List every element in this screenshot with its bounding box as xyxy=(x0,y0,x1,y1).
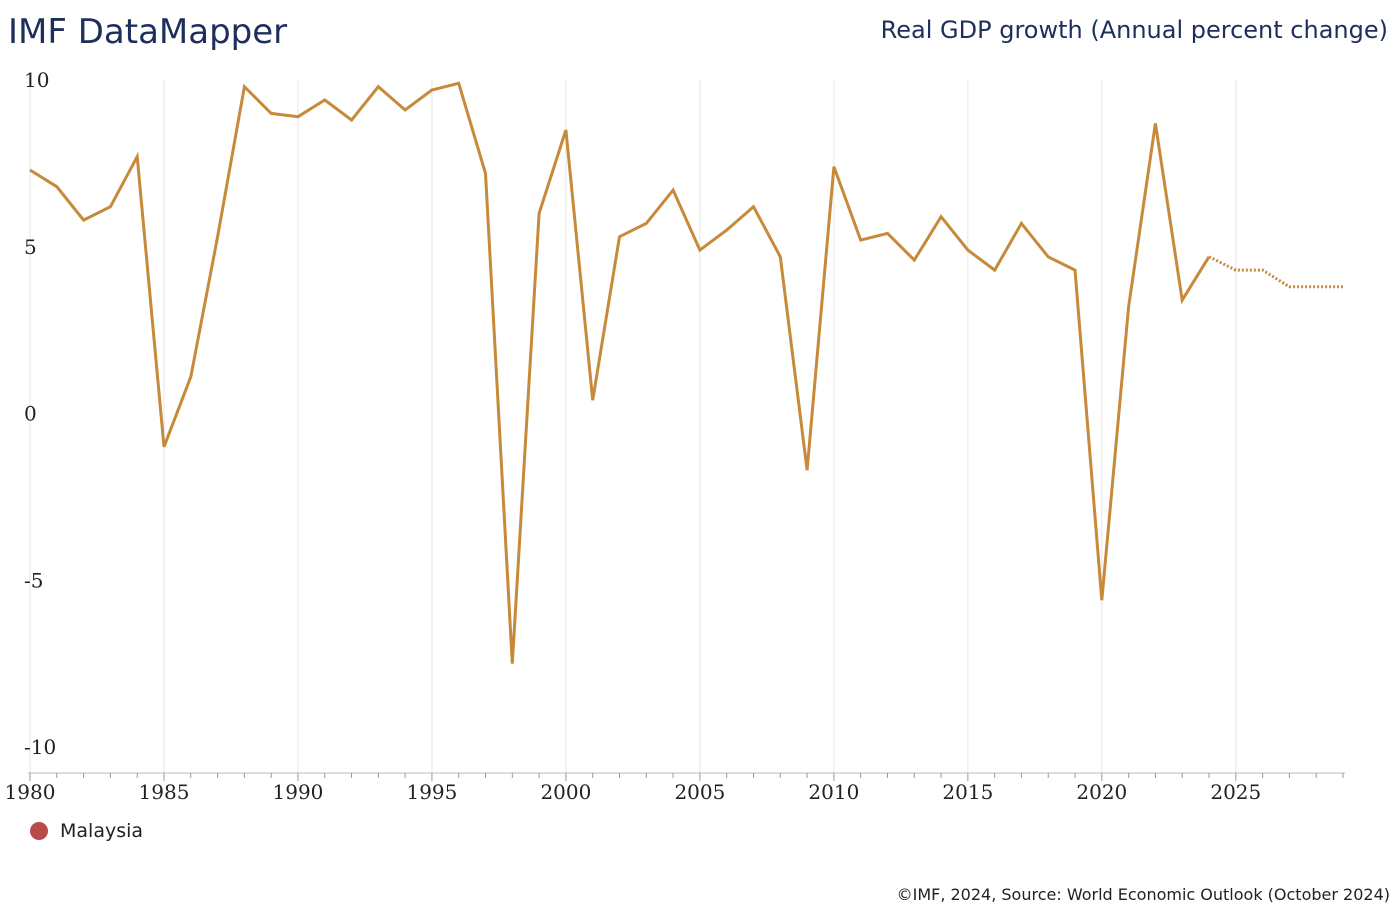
chart-x-axis xyxy=(28,772,1345,781)
x-tick-label-2010: 2010 xyxy=(808,780,859,804)
x-tick-label-1990: 1990 xyxy=(273,780,324,804)
x-tick-label-1995: 1995 xyxy=(406,780,457,804)
y-tick-label--10: -10 xyxy=(24,735,56,759)
series-line-malaysia-actual[interactable] xyxy=(29,81,1211,664)
chart-series-lines xyxy=(29,81,1343,664)
app-brand-title: IMF DataMapper xyxy=(8,12,288,52)
chart-y-axis: 10 5 0 -5 -10 xyxy=(24,68,56,759)
x-tick-label-2025: 2025 xyxy=(1210,780,1261,804)
x-tick-label-2005: 2005 xyxy=(674,780,725,804)
x-tick-label-2020: 2020 xyxy=(1076,780,1127,804)
chart-legend: Malaysia xyxy=(30,818,143,844)
x-tick-label-2000: 2000 xyxy=(540,780,591,804)
x-tick-label-2015: 2015 xyxy=(942,780,993,804)
series-line-malaysia-projection[interactable] xyxy=(1208,255,1343,289)
y-tick-label-5: 5 xyxy=(24,235,37,259)
chart-grid xyxy=(29,80,1237,773)
indicator-title: Real GDP growth (Annual percent change) xyxy=(880,16,1388,44)
chart-x-tick-labels: 1980 1985 1990 1995 2000 2005 2010 2015 2020 2025 xyxy=(5,780,1262,804)
source-attribution: ©IMF, 2024, Source: World Economic Outlo… xyxy=(896,885,1390,904)
x-tick-label-1980: 1980 xyxy=(5,780,56,804)
legend-label-malaysia[interactable]: Malaysia xyxy=(60,820,144,842)
y-tick-label-0: 0 xyxy=(24,402,37,426)
x-tick-label-1985: 1985 xyxy=(139,780,190,804)
y-tick-label-10: 10 xyxy=(24,68,49,92)
legend-marker-malaysia[interactable] xyxy=(30,822,48,840)
y-tick-label--5: -5 xyxy=(24,568,43,592)
